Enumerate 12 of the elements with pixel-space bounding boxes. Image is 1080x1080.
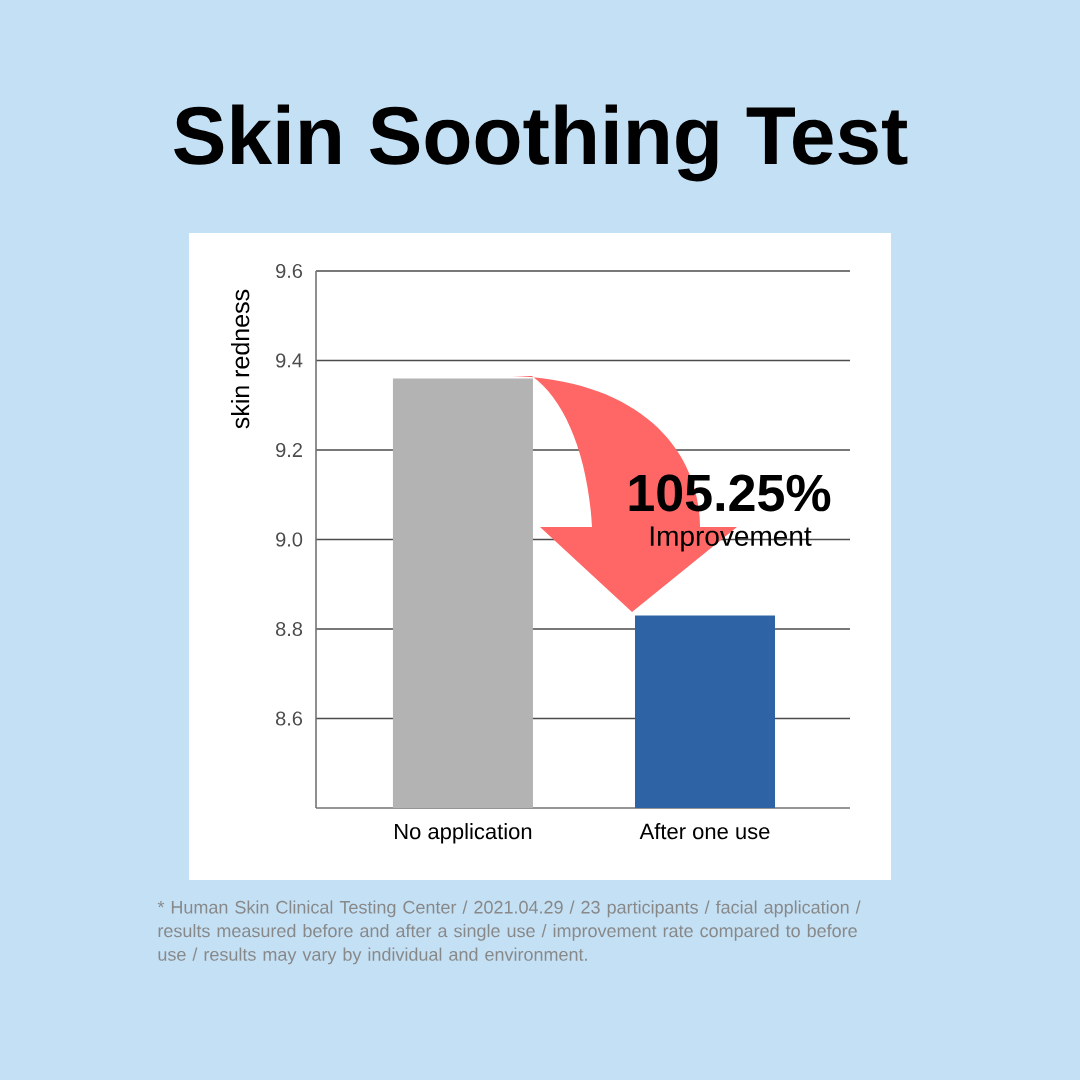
chart-title: Skin Soothing Test (174, 104, 908, 182)
x-tick-label: No application (395, 823, 532, 844)
y-axis-title: skin redness (230, 289, 250, 429)
y-tick-label: 8.8 (276, 621, 303, 637)
y-tick-label: 9.0 (276, 532, 303, 547)
x-tick-label: After one use (639, 823, 770, 840)
y-tick-label: 9.6 (276, 263, 303, 279)
y-tick-label: 8.6 (276, 711, 303, 726)
text: * Human Skin Clinical Testing Center / 2021.04.29 / 23 participants / facial application / results measured before and after a single use / improvement rate compared to before use / results may vary by individual and environment. (157, 900, 861, 965)
y-tick-label: 9.4 (276, 353, 303, 368)
annotation: Improvement (650, 526, 812, 552)
y-tick-label: 9.2 (276, 442, 302, 458)
